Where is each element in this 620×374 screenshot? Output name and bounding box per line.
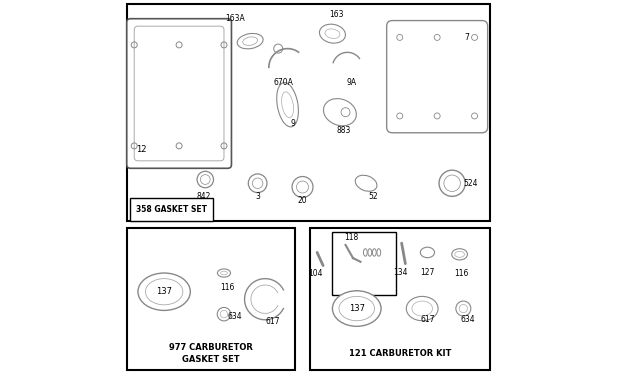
Ellipse shape (332, 291, 381, 326)
Text: 634: 634 (461, 315, 476, 324)
Text: 163A: 163A (225, 14, 245, 23)
Text: 9A: 9A (346, 78, 356, 87)
Ellipse shape (412, 301, 433, 316)
Text: 134: 134 (394, 268, 408, 277)
FancyBboxPatch shape (310, 228, 490, 370)
Text: 116: 116 (221, 283, 235, 292)
Ellipse shape (377, 249, 381, 256)
Text: 9: 9 (291, 119, 296, 128)
Ellipse shape (324, 99, 356, 126)
Ellipse shape (243, 37, 257, 45)
Text: 883: 883 (337, 126, 351, 135)
FancyBboxPatch shape (332, 232, 396, 295)
FancyBboxPatch shape (126, 228, 295, 370)
Text: 7: 7 (464, 33, 469, 42)
Ellipse shape (363, 249, 367, 256)
Ellipse shape (221, 271, 228, 275)
Text: 524: 524 (464, 179, 478, 188)
Text: 634: 634 (228, 312, 242, 321)
FancyBboxPatch shape (126, 19, 231, 168)
Ellipse shape (452, 249, 467, 260)
Ellipse shape (325, 29, 340, 39)
Ellipse shape (368, 249, 372, 256)
Text: 617: 617 (265, 317, 280, 326)
Ellipse shape (406, 296, 438, 321)
Ellipse shape (146, 279, 183, 305)
Text: 977 CARBURETOR
GASKET SET: 977 CARBURETOR GASKET SET (169, 343, 253, 364)
Text: 163: 163 (329, 10, 343, 19)
FancyBboxPatch shape (130, 198, 213, 221)
Text: 121 CARBURETOR KIT: 121 CARBURETOR KIT (348, 349, 451, 358)
Text: 137: 137 (156, 287, 172, 296)
Text: 670A: 670A (274, 78, 294, 87)
Ellipse shape (339, 296, 374, 321)
Text: 116: 116 (454, 269, 469, 278)
Ellipse shape (277, 83, 298, 127)
FancyBboxPatch shape (387, 21, 488, 133)
FancyBboxPatch shape (134, 26, 224, 161)
Text: 358 GASKET SET: 358 GASKET SET (136, 205, 207, 214)
Text: 104: 104 (308, 269, 323, 278)
Text: 52: 52 (369, 192, 378, 201)
Ellipse shape (454, 251, 464, 257)
Ellipse shape (237, 33, 263, 49)
Ellipse shape (319, 24, 345, 43)
Ellipse shape (218, 269, 231, 277)
Ellipse shape (420, 247, 435, 258)
FancyBboxPatch shape (126, 4, 490, 221)
Ellipse shape (281, 92, 293, 118)
Ellipse shape (355, 175, 377, 191)
Text: 118: 118 (344, 233, 358, 242)
Text: 20: 20 (298, 196, 308, 205)
Text: 3: 3 (255, 192, 260, 201)
Text: 137: 137 (348, 304, 365, 313)
Ellipse shape (138, 273, 190, 310)
Ellipse shape (373, 249, 376, 256)
Text: 842: 842 (196, 192, 211, 201)
Text: 617: 617 (421, 315, 435, 324)
Text: 127: 127 (420, 268, 434, 277)
Text: 12: 12 (136, 145, 147, 154)
